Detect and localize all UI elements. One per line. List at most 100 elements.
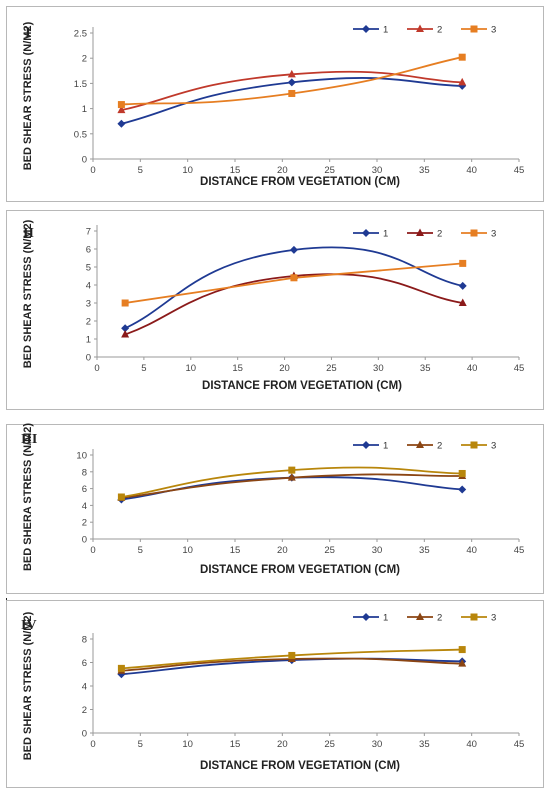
legend-label-1: 1 [383,441,388,452]
data-point-3-3 [458,469,466,477]
x-tick-label: 45 [514,545,525,556]
panel-label: IV [21,618,37,633]
x-tick-label: 0 [90,545,95,556]
y-tick-label: 6 [82,658,87,669]
legend-marker-3 [470,441,478,449]
x-tick-label: 20 [279,363,290,374]
x-tick-label: 25 [324,545,335,556]
x-tick-label: 20 [277,545,288,556]
x-axis-title: DISTANCE FROM VEGETATION (CM) [200,564,400,576]
series-line-2 [124,273,463,336]
y-tick-label: 2 [86,317,91,328]
data-point-1-3 [458,485,467,494]
y-tick-label: 6 [82,484,87,495]
y-tick-label: 4 [82,501,87,512]
legend-label-3: 3 [491,25,496,36]
panel-label: I [25,25,31,41]
legend: 1 2 3 [353,612,496,624]
legend-label-2: 2 [437,441,442,452]
x-tick-label: 20 [277,165,288,176]
x-tick-label: 0 [90,165,95,176]
x-axis-title: DISTANCE FROM VEGETATION (CM) [200,176,400,188]
data-point-2-1 [117,105,126,114]
x-tick-label: 5 [138,739,143,750]
y-tick-label: 0 [82,729,87,740]
x-tick-label: 25 [324,165,335,176]
data-point-2-2 [287,69,296,78]
data-point-3-1 [117,493,125,501]
y-tick-label: 8 [82,635,87,646]
x-tick-label: 45 [514,363,525,374]
legend-marker-3 [470,25,478,33]
x-tick-label: 45 [514,165,525,176]
y-tick-label: 6 [86,245,91,256]
data-point-3-1 [121,299,129,307]
x-tick-label: 20 [277,739,288,750]
x-tick-label: 40 [467,363,478,374]
x-tick-label: 25 [326,363,337,374]
y-tick-label: 0 [82,155,87,166]
y-axis-title: BED SHEAR STRESS (N/M2) [22,21,34,170]
legend-marker-3 [470,613,478,621]
series-3 [117,646,466,672]
data-point-3-1 [117,101,125,109]
y-tick-label: 0.5 [74,129,87,140]
legend-marker-1 [362,441,370,449]
data-point-1-2 [287,78,296,87]
series-line-3 [125,262,463,304]
legend-marker-3 [470,229,478,237]
legend-label-2: 2 [437,25,442,36]
data-point-2-3 [458,298,467,306]
chart-panel-3: III BED SHERA STRESS (N/M2) 0 2 4 6 8 10 0 5 10 15 2… [6,423,544,594]
x-tick-label: 40 [466,165,477,176]
chart-panel-1: I BED SHEAR STRESS (N/M2) 0 0.5 1 1.5 2 2.5 0 5 10… [6,6,544,202]
x-tick-label: 15 [232,363,243,374]
legend-marker-2 [416,440,424,448]
x-tick-label: 30 [372,545,383,556]
y-tick-label: 2 [82,518,87,529]
legend-label-3: 3 [491,613,496,624]
x-axis-title: DISTANCE FROM VEGETATION (CM) [202,380,402,392]
series-2 [117,69,467,114]
data-point-3-2 [290,274,298,282]
y-tick-label: 1 [86,335,91,346]
y-tick-label: 7 [86,227,91,238]
x-tick-label: 45 [514,739,525,750]
data-point-3-2 [288,89,296,97]
y-tick-label: 2 [82,705,87,716]
series-3 [117,53,466,109]
legend: 1 2 3 [353,24,496,36]
y-tick-label: 0 [86,353,91,364]
data-point-2-3 [458,77,467,86]
panel-label: II [23,226,34,241]
x-tick-label: 40 [466,545,477,556]
x-tick-label: 30 [372,165,383,176]
legend-marker-2 [416,24,424,32]
x-tick-label: 40 [466,739,477,750]
legend-label-1: 1 [383,25,388,36]
series-1 [121,245,467,333]
data-point-3-3 [458,646,466,654]
legend-marker-2 [416,612,424,620]
data-point-3-2 [288,651,296,659]
x-tick-label: 0 [94,363,99,374]
y-tick-label: 2.5 [74,29,87,40]
legend-label-1: 1 [383,229,388,240]
y-axis-title: BED SHERA STRESS (N/M2) [22,423,34,571]
y-tick-label: 1 [82,104,87,115]
legend-label-3: 3 [491,229,496,240]
x-tick-label: 5 [141,363,146,374]
data-point-1-1 [117,119,126,128]
x-tick-label: 5 [138,165,143,176]
y-tick-label: 5 [86,263,91,274]
x-tick-label: 10 [185,363,196,374]
x-tick-label: 35 [419,165,430,176]
data-point-3-1 [117,664,125,672]
legend: 1 2 3 [353,228,496,240]
series-2 [121,271,467,338]
series-3 [117,466,466,501]
y-tick-label: 8 [82,467,87,478]
legend-marker-1 [362,229,370,237]
legend-label-2: 2 [437,613,442,624]
